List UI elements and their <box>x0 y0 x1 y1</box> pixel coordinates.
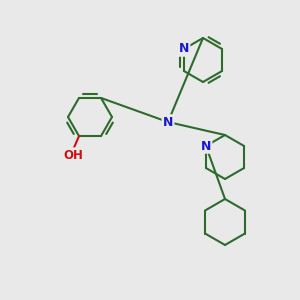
Text: N: N <box>179 43 189 56</box>
Text: OH: OH <box>63 148 83 162</box>
Text: N: N <box>163 116 173 128</box>
Text: N: N <box>201 140 211 152</box>
